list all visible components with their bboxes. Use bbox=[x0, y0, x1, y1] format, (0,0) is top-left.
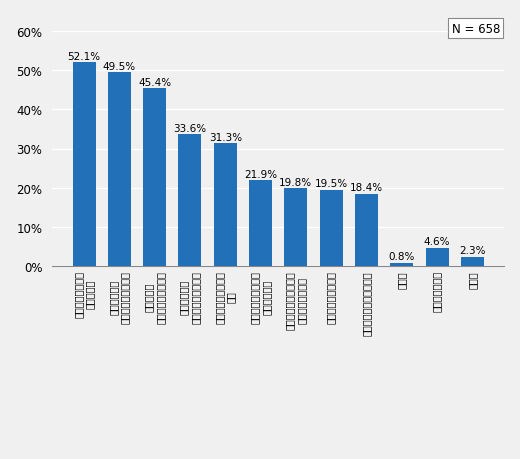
Text: 21.9%: 21.9% bbox=[244, 169, 277, 179]
Text: 2.3%: 2.3% bbox=[459, 246, 486, 256]
Bar bbox=[178, 135, 201, 266]
Text: 19.5%: 19.5% bbox=[315, 179, 348, 189]
Bar bbox=[320, 190, 343, 266]
Text: 52.1%: 52.1% bbox=[68, 51, 100, 62]
Bar bbox=[355, 195, 378, 266]
Bar bbox=[143, 89, 166, 266]
Bar bbox=[461, 257, 484, 266]
Text: 19.8%: 19.8% bbox=[279, 178, 313, 187]
Text: 18.4%: 18.4% bbox=[350, 183, 383, 193]
Bar bbox=[73, 63, 96, 266]
Text: N = 658: N = 658 bbox=[451, 23, 500, 36]
Bar bbox=[249, 181, 272, 266]
Text: 49.5%: 49.5% bbox=[103, 62, 136, 72]
Text: 31.3%: 31.3% bbox=[209, 133, 242, 143]
Bar bbox=[214, 144, 237, 266]
Bar bbox=[425, 248, 449, 266]
Bar bbox=[284, 189, 307, 266]
Text: 4.6%: 4.6% bbox=[424, 237, 450, 246]
Bar bbox=[108, 73, 131, 266]
Bar bbox=[391, 263, 413, 266]
Text: 33.6%: 33.6% bbox=[173, 123, 206, 134]
Text: 45.4%: 45.4% bbox=[138, 78, 171, 88]
Text: 0.8%: 0.8% bbox=[388, 252, 415, 262]
